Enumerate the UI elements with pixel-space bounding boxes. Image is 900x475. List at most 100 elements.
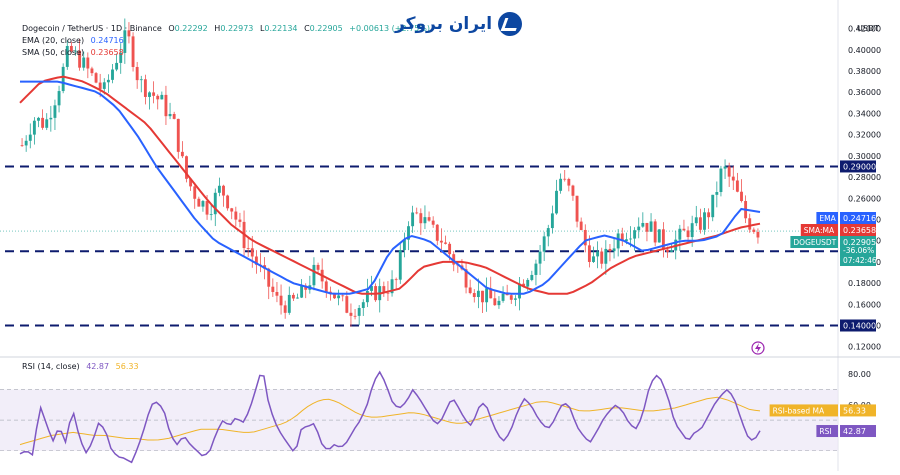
candle [550,205,554,234]
sma-label: SMA (50, close) [22,48,85,57]
candle [415,207,419,215]
ema-legend[interactable]: EMA (20, close) 0.24716 [22,36,124,45]
candle [476,278,480,309]
candle [94,71,98,84]
last-badge-value-box [840,236,876,266]
candle [645,222,649,242]
candle [637,217,641,239]
rsi-ma-badge-name-box [769,404,838,417]
rsi-label: RSI (14, close) [22,362,80,371]
candle [341,294,345,302]
candle [608,244,612,262]
level-badge-label: 0.14000 [843,321,876,330]
candle [333,293,336,299]
candle [756,228,760,244]
candle [156,94,160,110]
last-change-value: -36.06% [843,246,874,255]
ema-20-line [20,80,761,295]
candle [53,99,57,131]
sma-legend[interactable]: SMA (50, close) 0.23658 [22,48,124,57]
rsi-legend[interactable]: RSI (14, close) 42.87 56.33 [22,362,139,371]
rsi-ma-badge-value-box [840,404,876,417]
candle [509,293,513,304]
candle [382,281,386,297]
candle [698,208,702,234]
candle [238,212,242,228]
candle [267,267,271,300]
candle [575,195,579,228]
candle [61,63,65,94]
candle [435,224,439,246]
candle [694,205,698,227]
candle [139,75,143,93]
candle [201,199,205,212]
candle [530,270,534,282]
candle [222,184,225,207]
candle [148,91,151,110]
last-badge-name: DOGEUSDT [793,238,836,247]
change-value: +0.00613 (+2.75%) [349,24,430,33]
symbol-title: Dogecoin / TetherUS · 1D · Binance [22,24,162,33]
price-tick-label: 0.16000 [848,300,881,309]
candle [164,85,168,126]
level-badge [840,160,876,173]
candle [719,165,723,197]
rsi-badge-name: RSI [819,427,831,436]
candle [489,276,493,299]
candle [571,184,575,201]
candle [468,279,472,295]
candle [287,286,291,315]
candle [592,246,595,264]
candle [324,279,328,298]
alert-icon[interactable] [751,341,765,355]
candle [106,74,110,93]
price-tick-label: 0.32000 [848,131,881,140]
candle [485,277,489,312]
ema-value: 0.24716 [90,36,124,45]
candle [74,46,77,56]
candle [135,61,139,89]
sma-badge-name-box [800,224,838,236]
candle [653,219,657,247]
candle [143,74,147,105]
candle [748,213,752,233]
candle [86,52,90,79]
symbol-legend[interactable]: Dogecoin / TetherUS · 1D · Binance O 0.22… [22,24,430,33]
open-label: O [168,24,175,33]
candle [559,173,563,194]
sma-badge-value: 0.23658 [843,226,876,235]
rsi-badge-value-box [840,425,876,438]
candle [444,235,447,245]
candle [90,66,94,76]
candle [612,238,616,259]
rsi-legend-value: 42.87 [86,362,110,371]
candle [152,81,156,104]
price-tick-label: 0.26000 [848,194,881,203]
rsi-ma-badge-name: RSI-based MA [773,406,825,415]
ema-badge-name: EMA [819,214,836,223]
candle [439,228,443,253]
candle [345,291,349,314]
candle [82,51,86,71]
rsi-line [19,370,761,464]
price-tick-label: 0.18000 [848,279,881,288]
candle [69,41,73,54]
sma-badge-value-box [840,224,876,236]
logo-text: ایران بروکر [395,14,493,34]
candle [604,240,608,275]
candle [353,309,357,320]
candle [254,250,258,274]
rsi-badge-value: 42.87 [843,427,866,436]
candle [583,224,587,253]
candle [513,295,517,307]
candle [28,123,32,149]
candle [193,182,197,209]
countdown-value: 07:42:46 [843,256,877,265]
candle [49,105,53,132]
candle [715,181,719,208]
price-tick-label: 0.42000 [848,25,881,34]
rsi-badges: RSI-based MA 56.33 RSI 42.87 [769,404,876,438]
candle [185,155,188,183]
low-value: 0.22134 [264,24,298,33]
